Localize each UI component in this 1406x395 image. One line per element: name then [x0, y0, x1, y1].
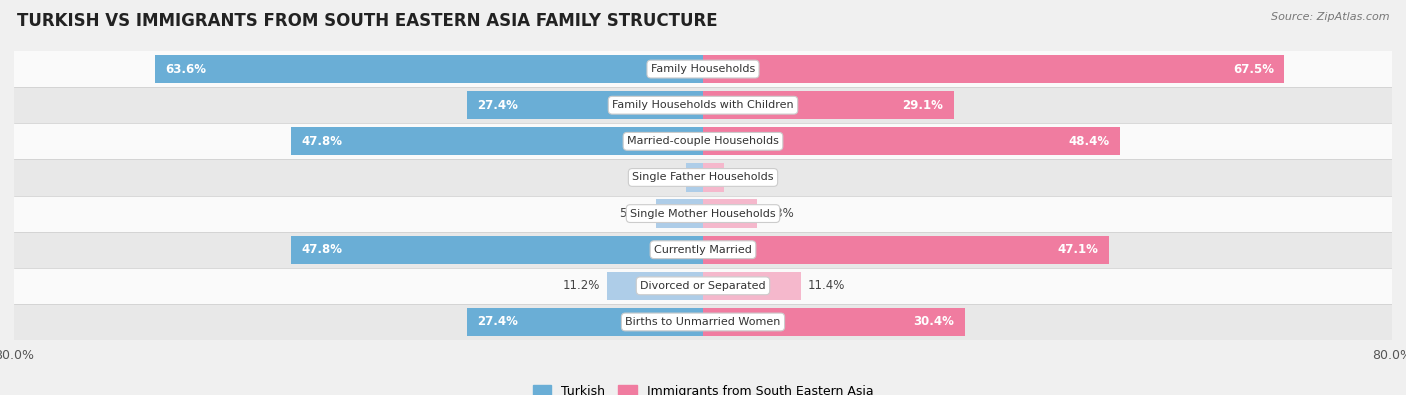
Bar: [467, 308, 703, 336]
Bar: [14, 123, 1392, 160]
Bar: [703, 91, 953, 119]
Text: Family Households: Family Households: [651, 64, 755, 74]
Bar: [155, 55, 703, 83]
Text: 47.1%: 47.1%: [1057, 243, 1098, 256]
Text: Married-couple Households: Married-couple Households: [627, 136, 779, 146]
Text: 30.4%: 30.4%: [914, 316, 955, 329]
Bar: [703, 55, 1284, 83]
Text: 11.4%: 11.4%: [808, 279, 845, 292]
Bar: [655, 199, 703, 228]
Text: 27.4%: 27.4%: [478, 99, 519, 112]
Bar: [686, 164, 703, 192]
Text: 63.6%: 63.6%: [166, 62, 207, 75]
Text: Family Households with Children: Family Households with Children: [612, 100, 794, 110]
Bar: [703, 164, 724, 192]
Bar: [291, 127, 703, 155]
Text: 11.2%: 11.2%: [562, 279, 599, 292]
Text: TURKISH VS IMMIGRANTS FROM SOUTH EASTERN ASIA FAMILY STRUCTURE: TURKISH VS IMMIGRANTS FROM SOUTH EASTERN…: [17, 12, 717, 30]
Text: Single Mother Households: Single Mother Households: [630, 209, 776, 218]
Text: Currently Married: Currently Married: [654, 245, 752, 255]
Text: 67.5%: 67.5%: [1233, 62, 1274, 75]
Text: Divorced or Separated: Divorced or Separated: [640, 281, 766, 291]
Bar: [703, 199, 758, 228]
Text: Source: ZipAtlas.com: Source: ZipAtlas.com: [1271, 12, 1389, 22]
Text: 27.4%: 27.4%: [478, 316, 519, 329]
Text: 47.8%: 47.8%: [302, 135, 343, 148]
Text: 29.1%: 29.1%: [903, 99, 943, 112]
Bar: [14, 87, 1392, 123]
Bar: [14, 196, 1392, 231]
Text: Births to Unmarried Women: Births to Unmarried Women: [626, 317, 780, 327]
Bar: [291, 236, 703, 264]
Bar: [467, 91, 703, 119]
Bar: [14, 51, 1392, 87]
Text: 2.4%: 2.4%: [731, 171, 761, 184]
Text: 48.4%: 48.4%: [1069, 135, 1109, 148]
Legend: Turkish, Immigrants from South Eastern Asia: Turkish, Immigrants from South Eastern A…: [527, 380, 879, 395]
Bar: [14, 231, 1392, 268]
Text: Single Father Households: Single Father Households: [633, 173, 773, 182]
Text: 47.8%: 47.8%: [302, 243, 343, 256]
Bar: [606, 272, 703, 300]
Bar: [703, 236, 1108, 264]
Bar: [14, 268, 1392, 304]
Bar: [703, 272, 801, 300]
Text: 5.5%: 5.5%: [619, 207, 648, 220]
Bar: [14, 304, 1392, 340]
Bar: [703, 308, 965, 336]
Text: 6.3%: 6.3%: [763, 207, 794, 220]
Bar: [14, 160, 1392, 196]
Bar: [703, 127, 1119, 155]
Text: 2.0%: 2.0%: [650, 171, 679, 184]
